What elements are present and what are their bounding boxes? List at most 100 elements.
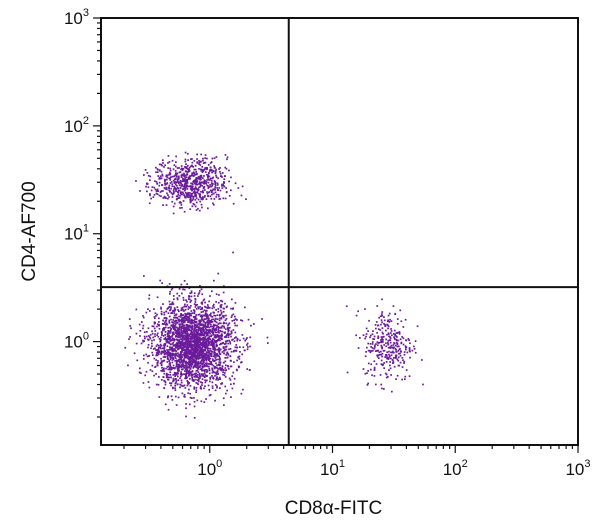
data-point <box>177 181 180 184</box>
data-point <box>195 334 198 336</box>
data-point <box>220 322 222 325</box>
data-point <box>240 392 243 395</box>
data-point <box>186 346 189 349</box>
data-point <box>157 348 160 351</box>
data-point <box>177 375 179 378</box>
data-point <box>200 323 203 325</box>
data-point <box>205 306 207 309</box>
data-point <box>393 342 396 345</box>
data-point <box>202 357 205 360</box>
data-point <box>155 345 158 347</box>
data-point <box>174 316 177 319</box>
data-point <box>190 314 193 317</box>
data-point <box>180 333 182 335</box>
data-point <box>142 327 144 330</box>
data-point <box>203 359 206 362</box>
data-point <box>234 182 237 185</box>
data-point <box>182 344 184 347</box>
data-point <box>399 361 402 364</box>
data-point <box>246 348 249 351</box>
data-point <box>180 342 182 345</box>
data-point <box>179 357 182 360</box>
data-point <box>190 165 192 168</box>
data-point <box>211 338 214 341</box>
data-point <box>173 312 176 314</box>
data-point <box>147 308 149 310</box>
data-point <box>144 374 147 377</box>
data-point <box>220 369 223 372</box>
data-point <box>184 341 187 343</box>
data-point <box>201 168 204 171</box>
data-point <box>177 318 180 321</box>
data-point <box>186 376 189 379</box>
data-point <box>213 345 216 348</box>
data-point <box>196 342 199 345</box>
data-point <box>203 333 205 335</box>
data-point <box>200 367 203 370</box>
data-point <box>172 386 174 389</box>
data-point <box>163 323 166 325</box>
data-point <box>217 349 220 352</box>
data-point <box>194 205 197 208</box>
data-point <box>199 182 201 185</box>
data-point <box>384 323 386 326</box>
data-point <box>187 325 190 328</box>
data-point <box>203 309 206 312</box>
data-point <box>203 387 205 390</box>
data-point <box>214 182 217 185</box>
data-point <box>182 343 185 345</box>
data-point <box>195 340 198 342</box>
data-point <box>225 340 228 343</box>
data-point <box>156 325 158 328</box>
data-point <box>187 185 190 188</box>
data-point <box>173 367 175 370</box>
data-point <box>198 178 201 180</box>
data-point <box>213 306 215 309</box>
data-point <box>221 367 224 370</box>
data-point <box>221 334 223 337</box>
data-point <box>193 340 195 342</box>
data-point <box>170 368 173 371</box>
data-point <box>210 342 213 345</box>
data-point <box>226 156 229 159</box>
data-point <box>201 303 203 305</box>
data-point <box>166 335 169 338</box>
data-point <box>390 344 393 347</box>
data-point <box>149 179 151 181</box>
data-point <box>225 348 228 351</box>
data-point <box>207 185 210 187</box>
data-point <box>195 357 198 359</box>
data-point <box>221 187 224 189</box>
data-point <box>206 379 208 382</box>
data-point <box>211 177 213 180</box>
data-point <box>396 323 399 325</box>
data-point <box>178 359 180 361</box>
data-point <box>188 340 191 343</box>
data-point <box>391 390 393 393</box>
data-point <box>387 343 390 346</box>
data-point <box>395 338 398 341</box>
data-point <box>398 345 400 348</box>
data-point <box>158 347 160 349</box>
data-point <box>201 352 204 355</box>
data-point <box>207 307 210 309</box>
data-point <box>204 195 206 197</box>
data-point <box>198 355 201 357</box>
data-point <box>211 341 214 344</box>
data-point <box>191 349 193 351</box>
data-point <box>187 335 190 337</box>
data-point <box>172 338 174 341</box>
data-point <box>401 357 404 359</box>
data-point <box>408 347 411 349</box>
data-point <box>218 294 220 296</box>
data-point <box>169 357 172 359</box>
data-point <box>191 328 193 330</box>
data-point <box>182 174 184 177</box>
data-point <box>184 180 187 183</box>
data-point <box>173 182 176 184</box>
data-point <box>382 350 385 352</box>
data-point <box>156 352 159 355</box>
data-point <box>223 361 225 364</box>
data-point <box>195 195 197 198</box>
data-point <box>191 161 194 164</box>
